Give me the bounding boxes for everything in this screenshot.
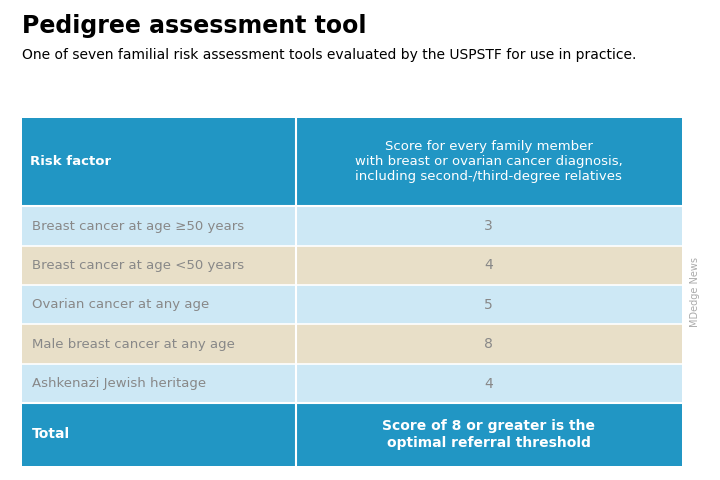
Text: 3: 3 [485,219,493,233]
Text: One of seven familial risk assessment tools evaluated by the USPSTF for use in p: One of seven familial risk assessment to… [22,48,636,62]
Bar [22,118,682,206]
Text: Risk factor: Risk factor [30,156,112,168]
Text: 5: 5 [485,298,493,312]
Text: Pedigree assessment tool: Pedigree assessment tool [22,14,366,38]
Text: Breast cancer at age <50 years: Breast cancer at age <50 years [32,259,244,272]
Bar [22,364,682,403]
Text: Breast cancer at age ≥50 years: Breast cancer at age ≥50 years [32,219,244,233]
Bar [22,206,682,246]
Bar [22,285,682,324]
Bar [22,324,682,364]
Text: Ovarian cancer at any age: Ovarian cancer at any age [32,298,209,312]
Bar [22,403,682,466]
Text: 4: 4 [485,258,493,273]
Text: 8: 8 [485,337,493,351]
Text: Score of 8 or greater is the
optimal referral threshold: Score of 8 or greater is the optimal ref… [382,420,595,449]
Text: MDedge News: MDedge News [690,257,700,326]
Text: Male breast cancer at any age: Male breast cancer at any age [32,337,235,351]
Bar [22,246,682,285]
Text: Total: Total [32,427,70,442]
Text: 4: 4 [485,376,493,391]
Text: Score for every family member
with breast or ovarian cancer diagnosis,
including: Score for every family member with breas… [355,141,623,183]
Text: Ashkenazi Jewish heritage: Ashkenazi Jewish heritage [32,377,206,390]
